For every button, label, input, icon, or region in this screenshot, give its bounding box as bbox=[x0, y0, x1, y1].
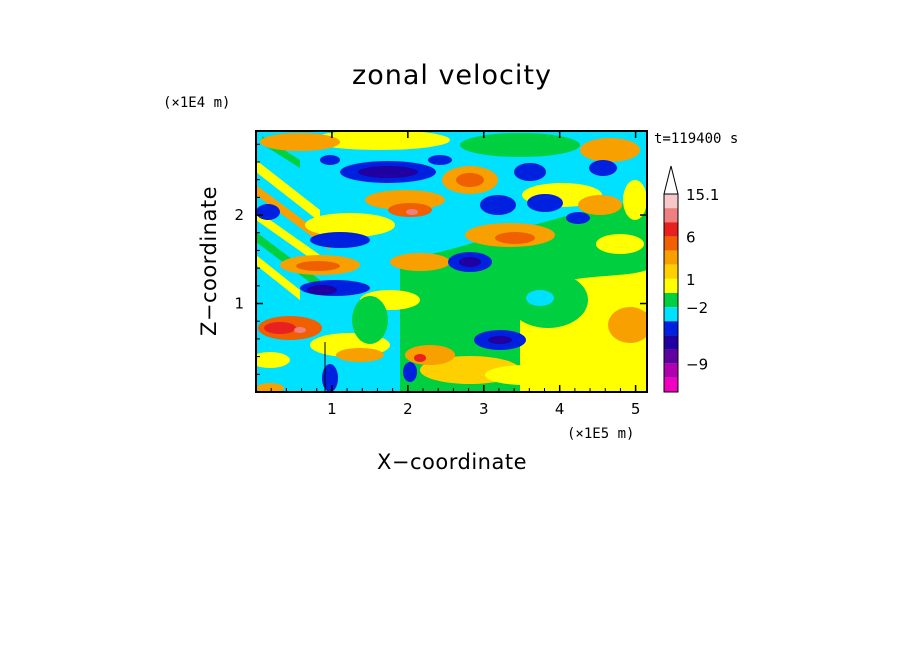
chart-title: zonal velocity bbox=[352, 60, 552, 91]
colorbar-frame bbox=[663, 193, 679, 393]
field-region bbox=[580, 138, 640, 162]
field-region bbox=[456, 173, 484, 187]
field-region bbox=[305, 213, 395, 237]
field-region bbox=[589, 160, 617, 176]
x-axis: 1 2 3 4 5 bbox=[270, 131, 641, 418]
field-region bbox=[264, 322, 296, 334]
field-region bbox=[260, 133, 340, 151]
field-region bbox=[256, 383, 284, 392]
field-region bbox=[459, 257, 481, 267]
x-tick-label: 5 bbox=[631, 400, 641, 418]
colorbar-swatch bbox=[664, 321, 678, 336]
colorbar: 15.1 6 1 −2 −9 bbox=[663, 165, 719, 393]
field-region bbox=[405, 345, 455, 365]
field-region bbox=[514, 163, 546, 181]
plot-frame bbox=[255, 130, 648, 393]
colorbar-label: 15.1 bbox=[686, 186, 719, 204]
field-region bbox=[488, 336, 512, 344]
x-tick-label: 3 bbox=[479, 400, 489, 418]
field-region bbox=[566, 212, 590, 224]
y-axis: 12 bbox=[234, 143, 647, 375]
y-tick-label: 1 bbox=[234, 295, 244, 313]
field-region bbox=[460, 133, 580, 157]
field-region bbox=[294, 327, 306, 333]
field-region bbox=[485, 365, 565, 385]
colorbar-label: 6 bbox=[686, 228, 696, 246]
field-region bbox=[578, 195, 622, 215]
field-region bbox=[256, 204, 280, 220]
field-region bbox=[390, 253, 450, 271]
x-tick-label: 2 bbox=[403, 400, 413, 418]
field-region bbox=[596, 234, 644, 254]
field-region bbox=[526, 290, 554, 306]
field-region bbox=[358, 166, 418, 178]
colorbar-swatch bbox=[664, 222, 678, 237]
y-axis-label: Z−coordinate bbox=[197, 186, 221, 336]
colorbar-swatch bbox=[664, 377, 678, 392]
colorbar-swatch bbox=[664, 293, 678, 308]
plot-area bbox=[256, 131, 647, 392]
field-region bbox=[495, 232, 535, 244]
x-axis-label: X−coordinate bbox=[377, 450, 527, 474]
time-label: t=119400 s bbox=[654, 131, 738, 147]
field-region bbox=[256, 352, 290, 368]
field-region bbox=[352, 296, 388, 344]
field-region bbox=[623, 180, 647, 220]
colorbar-swatch bbox=[664, 194, 678, 209]
field-region bbox=[320, 155, 340, 165]
field-region bbox=[296, 261, 340, 271]
field-region bbox=[414, 354, 426, 362]
colorbar-swatch bbox=[664, 349, 678, 364]
colorbar-swatch bbox=[664, 264, 678, 279]
colorbar-label: 1 bbox=[686, 271, 696, 289]
colorbar-swatch bbox=[664, 363, 678, 378]
field-region bbox=[608, 307, 647, 343]
colorbar-swatch bbox=[664, 250, 678, 265]
colorbar-label: −2 bbox=[686, 299, 708, 317]
x-tick-label: 4 bbox=[555, 400, 565, 418]
colorbar-max-arrow bbox=[663, 165, 679, 195]
field-region bbox=[336, 348, 384, 362]
field-region bbox=[310, 232, 370, 248]
colorbar-swatch bbox=[664, 335, 678, 350]
field-region bbox=[307, 285, 337, 295]
field-region bbox=[310, 131, 450, 150]
colorbar-swatch bbox=[664, 278, 678, 293]
x-tick-label: 1 bbox=[327, 400, 337, 418]
y-scale-label: (×1E4 m) bbox=[163, 95, 230, 111]
colorbar-swatch bbox=[664, 236, 678, 251]
field-region bbox=[527, 194, 563, 212]
field-region bbox=[428, 155, 452, 165]
field-region bbox=[406, 209, 418, 215]
field-region bbox=[480, 195, 516, 215]
x-scale-label: (×1E5 m) bbox=[567, 426, 634, 442]
field-region bbox=[322, 364, 338, 392]
colorbar-swatch bbox=[664, 307, 678, 322]
field-region bbox=[403, 362, 417, 382]
y-tick-label: 2 bbox=[234, 206, 244, 224]
colorbar-swatch bbox=[664, 208, 678, 223]
colorbar-label: −9 bbox=[686, 356, 708, 374]
